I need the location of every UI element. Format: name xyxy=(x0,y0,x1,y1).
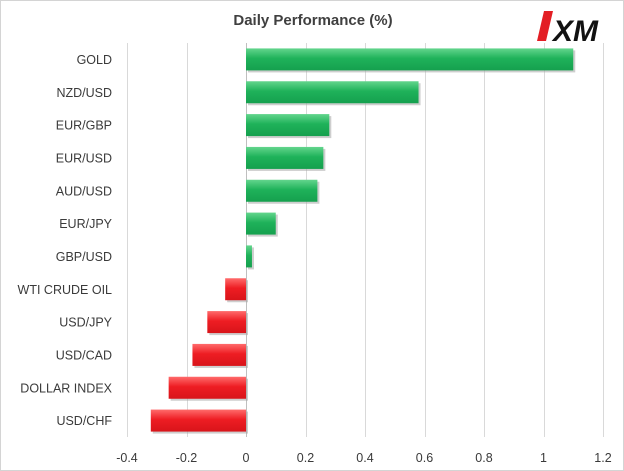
bar xyxy=(246,114,330,137)
category-label: NZD/USD xyxy=(56,86,112,100)
x-tick-label: 0 xyxy=(243,451,250,465)
bar xyxy=(192,343,246,366)
x-tick-label: -0.4 xyxy=(116,451,138,465)
category-label: EUR/USD xyxy=(56,151,112,165)
x-tick-label: 0.2 xyxy=(297,451,314,465)
category-label: GOLD xyxy=(77,53,112,67)
x-axis-tick-labels: -0.4 -0.2 0 0.2 0.4 0.6 0.8 1 1.2 xyxy=(116,451,612,465)
x-tick-label: 0.4 xyxy=(356,451,373,465)
x-tick-label: -0.2 xyxy=(176,451,198,465)
bar xyxy=(246,48,574,71)
bar xyxy=(246,245,252,268)
bar xyxy=(246,81,419,104)
category-label: USD/CHF xyxy=(56,414,112,428)
category-label: USD/JPY xyxy=(59,316,112,330)
bar xyxy=(246,212,276,235)
logo-text: XM xyxy=(551,15,599,48)
x-tick-label: 1.2 xyxy=(594,451,611,465)
category-label: EUR/JPY xyxy=(59,217,112,231)
category-label: USD/CAD xyxy=(56,348,112,362)
category-labels: GOLD NZD/USD EUR/GBP EUR/USD AUD/USD EUR/JPY G… xyxy=(18,53,113,428)
x-tick-label: 0.8 xyxy=(475,451,492,465)
category-label: WTI CRUDE OIL xyxy=(18,283,112,297)
x-tick-label: 0.6 xyxy=(416,451,433,465)
category-label: GBP/USD xyxy=(56,250,112,264)
bar xyxy=(225,278,246,301)
chart-title: Daily Performance (%) xyxy=(233,12,392,29)
gridlines xyxy=(127,43,604,437)
category-label: DOLLAR INDEX xyxy=(20,381,112,395)
bar xyxy=(150,409,246,432)
bar xyxy=(246,179,318,202)
xm-logo-icon: XM xyxy=(537,11,599,48)
bar xyxy=(207,311,246,334)
x-tick-label: 1 xyxy=(540,451,547,465)
bar xyxy=(246,146,324,169)
category-label: AUD/USD xyxy=(56,184,112,198)
bar xyxy=(168,376,246,399)
bars xyxy=(150,48,576,434)
category-label: EUR/GBP xyxy=(56,119,112,133)
